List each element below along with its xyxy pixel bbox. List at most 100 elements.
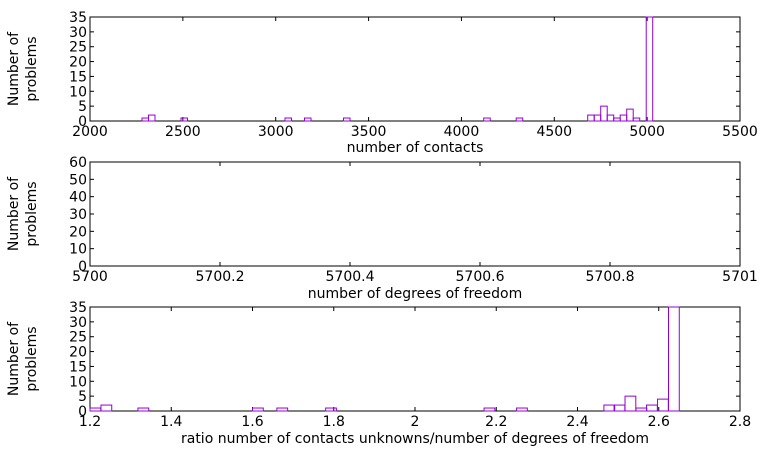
ratio-bars	[89, 306, 680, 412]
ratio-x-tick-label: 2.6	[648, 414, 670, 430]
ratio-x-ticks: 1.2 1.4 1.6 1.8 2 2.2 2.4 2.6 2.8	[79, 307, 751, 430]
ratio-ylabel-line2: problems	[24, 326, 40, 391]
contacts-y-tick-label: 10	[69, 84, 87, 100]
contacts-x-tick-label: 3000	[258, 124, 294, 140]
ratio-x-tick-label: 1.6	[241, 414, 263, 430]
contacts-x-tick-label: 5000	[629, 124, 665, 140]
ratio-x-tick-label: 2.4	[566, 414, 588, 430]
contacts-histogram-bar	[148, 114, 156, 122]
contacts-histogram-bar	[284, 117, 292, 122]
contacts-histogram-bar	[304, 117, 312, 122]
ratio-y-tick-label: 5	[78, 389, 87, 405]
dof-x-tick-label: 5700	[72, 269, 108, 285]
contacts-x-tick-label: 5500	[722, 124, 758, 140]
contacts-y-tick-label: 30	[69, 25, 87, 41]
contacts-x-tick-label: 4000	[444, 124, 480, 140]
contacts-y-tick-label: 15	[69, 69, 87, 85]
contacts-histogram-bar	[645, 16, 654, 122]
contacts-histogram-bar	[593, 114, 602, 122]
ratio-x-tick-label: 2	[411, 414, 420, 430]
contacts-bars	[141, 16, 654, 122]
dof-y-tick-label: 10	[69, 242, 87, 258]
ratio-histogram-bar	[603, 404, 616, 412]
ratio-y-tick-label: 0	[78, 404, 87, 420]
dof-plot-frame	[89, 161, 741, 267]
contacts-ylabel-line1: Number of	[6, 31, 22, 106]
contacts-histogram-bar	[587, 114, 595, 122]
contacts-histogram-bar	[600, 105, 608, 122]
ratio-histogram-bar	[613, 404, 626, 412]
ratio-histogram-bar	[325, 407, 337, 412]
ratio-x-tick-label: 1.2	[79, 414, 101, 430]
dof-x-tick-label: 5700.6	[456, 269, 505, 285]
contacts-histogram-bar	[632, 117, 641, 122]
ratio-y-tick-label: 10	[69, 374, 87, 390]
contacts-histogram-bar	[613, 117, 621, 122]
ratio-xlabel: ratio number of contacts unknowns/number…	[181, 431, 649, 447]
contacts-ylabel-line2: problems	[24, 36, 40, 101]
contacts-histogram-bar	[483, 117, 491, 122]
contacts-y-tick-label: 20	[69, 55, 87, 71]
contacts-x-tick-label: 2500	[165, 124, 201, 140]
ratio-x-tick-label: 2.8	[729, 414, 751, 430]
contacts-histogram-bar	[606, 114, 615, 122]
dof-y-tick-label: 30	[69, 207, 87, 223]
ratio-y-tick-label: 35	[69, 300, 87, 316]
ratio-ylabel-line1: Number of	[6, 321, 22, 396]
contacts-histogram-bar	[343, 117, 351, 122]
ratio-histogram-bar	[635, 407, 648, 412]
contacts-histogram-bar	[180, 117, 188, 122]
contacts-y-tick-label: 35	[69, 10, 87, 26]
contacts-y-tick-label: 25	[69, 40, 87, 56]
dof-y-tick-label: 20	[69, 224, 87, 240]
contacts-x-tick-label: 2000	[72, 124, 108, 140]
dof-x-ticks: 5700 5700.2 5700.4 5700.6 5700.8 5701	[72, 162, 758, 285]
dof-x-tick-label: 5701	[722, 269, 758, 285]
ratio-x-tick-label: 2.2	[485, 414, 507, 430]
contacts-histogram-bar	[515, 117, 524, 122]
dof-ylabel-line2: problems	[24, 181, 40, 246]
ratio-histogram-bar	[252, 407, 264, 412]
dof-x-tick-label: 5700.4	[326, 269, 375, 285]
ratio-y-tick-label: 30	[69, 315, 87, 331]
ratio-x-tick-label: 1.8	[323, 414, 345, 430]
ratio-histogram-bar	[624, 395, 637, 412]
dof-ylabel-line1: Number of	[6, 176, 22, 251]
contacts-histogram-bar	[141, 117, 149, 122]
contacts-x-tick-label: 4500	[536, 124, 572, 140]
ratio-histogram-bar	[100, 404, 113, 412]
ratio-y-tick-label: 25	[69, 330, 87, 346]
contacts-histogram-bar	[619, 114, 628, 122]
contacts-x-tick-label: 3500	[351, 124, 387, 140]
dof-x-tick-label: 5700.2	[196, 269, 245, 285]
dof-y-tick-label: 40	[69, 190, 87, 206]
ratio-histogram-bar	[668, 306, 680, 412]
ratio-histogram-bar	[516, 407, 528, 412]
contacts-histogram-bar	[626, 108, 634, 122]
ratio-histogram-bar	[276, 407, 289, 412]
ratio-y-tick-label: 20	[69, 345, 87, 361]
ratio-histogram-bar	[89, 407, 102, 412]
ratio-histogram-bar	[483, 407, 496, 412]
contacts-xlabel: number of contacts	[347, 140, 484, 156]
dof-xlabel: number of degrees of freedom	[308, 286, 522, 302]
dof-y-tick-label: 60	[69, 155, 87, 171]
ratio-histogram-bar	[137, 407, 150, 412]
ratio-histogram-bar	[646, 404, 658, 412]
contacts-y-tick-label: 5	[78, 99, 87, 115]
contacts-y-tick-label: 0	[78, 114, 87, 130]
dof-y-tick-label: 50	[69, 172, 87, 188]
contacts-plot-frame	[89, 16, 741, 122]
dof-x-tick-label: 5700.8	[586, 269, 635, 285]
ratio-y-tick-label: 15	[69, 359, 87, 375]
ratio-x-tick-label: 1.4	[160, 414, 182, 430]
ratio-plot-frame	[89, 306, 741, 412]
dof-y-tick-label: 0	[78, 259, 87, 275]
